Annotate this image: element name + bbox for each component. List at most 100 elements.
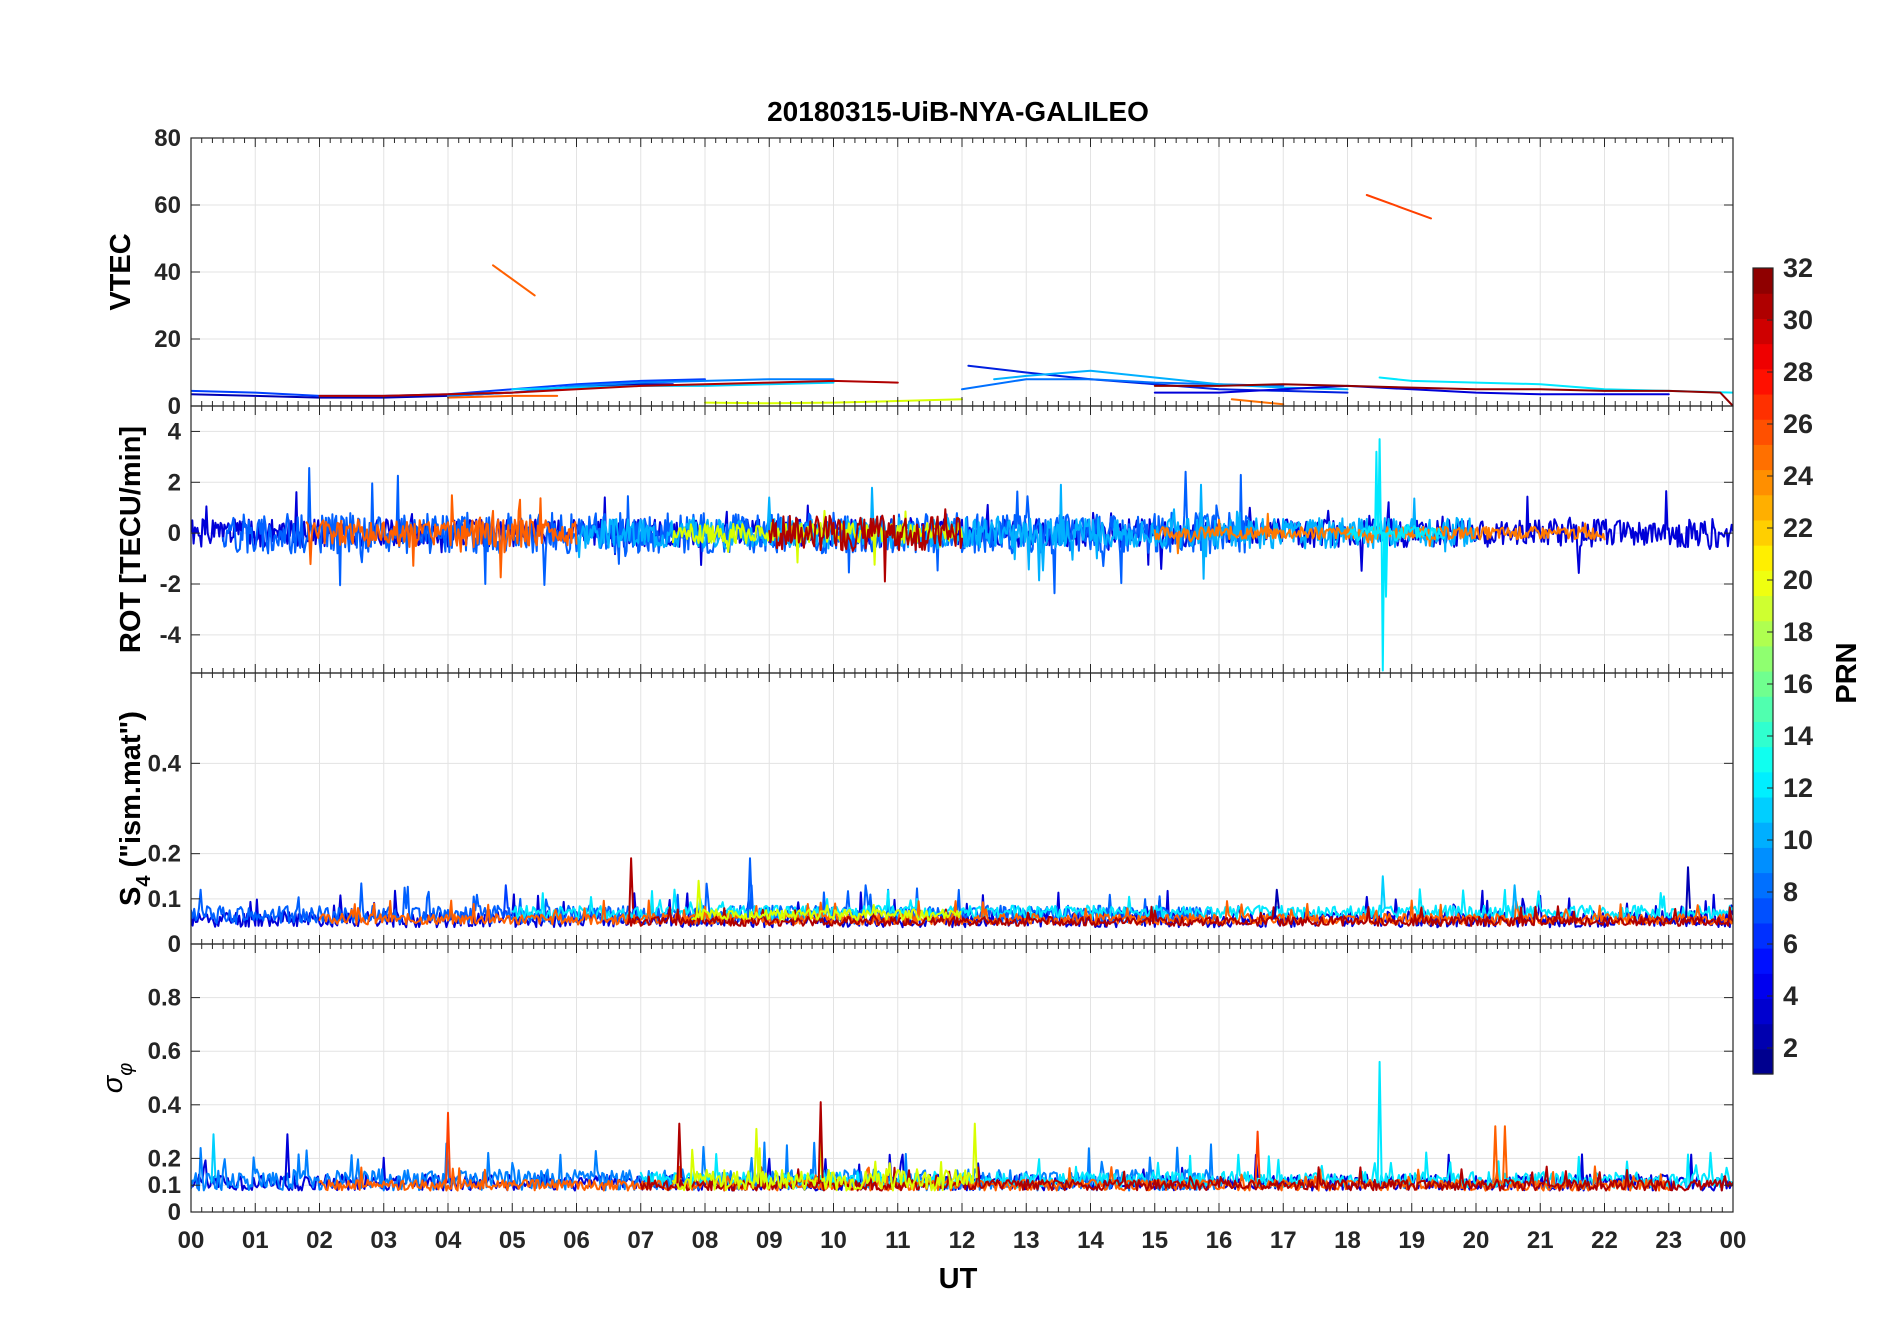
panel-vtec: 80 60 40 20 0 VTEC: [105, 125, 1734, 420]
colorbar: 32 30 28 26 24 22 20 18 16 14 12 10 8 6 4 2 PRN: [1752, 253, 1863, 1075]
colorbar-tick-label: 22: [1783, 513, 1813, 543]
colorbar-segment: [1753, 469, 1773, 496]
x-tick-label: 16: [1206, 1227, 1233, 1254]
sigma-y-tick-label: 0.1: [148, 1172, 181, 1199]
colorbar-segment: [1753, 746, 1773, 773]
s4-spike: [1685, 866, 1691, 918]
x-tick-label: 20: [1463, 1227, 1490, 1254]
colorbar-segment: [1753, 998, 1773, 1025]
colorbar-segment: [1753, 696, 1773, 722]
colorbar-tick-label: 20: [1783, 565, 1813, 595]
colorbar-tick-label: 6: [1783, 929, 1798, 959]
rot-series-prn-24: [1153, 512, 1606, 555]
vtec-series-prn-31: [1153, 383, 1733, 406]
x-tick-label: 22: [1591, 1227, 1618, 1254]
x-tick-label: 03: [370, 1227, 397, 1254]
colorbar-segment: [1753, 343, 1773, 370]
sigma-spike: [1492, 1125, 1499, 1184]
rot-y-tick-label: 0: [168, 520, 181, 547]
rot-y-tick-label: -4: [160, 622, 182, 649]
s4-y-label: S4 ("ism.mat"): [115, 711, 155, 906]
colorbar-segment: [1753, 822, 1773, 848]
colorbar-segment: [1753, 1023, 1773, 1050]
x-tick-label: 05: [499, 1227, 526, 1254]
x-tick-label: 18: [1334, 1227, 1361, 1254]
s4-spike: [628, 857, 634, 918]
vtec-y-label: VTEC: [105, 233, 137, 310]
x-tick-label: 07: [627, 1227, 654, 1254]
vtec-y-tick-label: 80: [154, 125, 181, 152]
s4-spike: [1273, 888, 1280, 918]
sigma-spike: [971, 1122, 978, 1184]
sigma-spike: [210, 1133, 217, 1184]
sigma-y-tick-label: 0: [168, 1199, 181, 1226]
colorbar-tick-label: 2: [1783, 1033, 1798, 1063]
vtec-y-tick-label: 60: [154, 192, 181, 219]
s4-series: [191, 857, 1733, 929]
vtec-series-prn-24: [1230, 398, 1285, 406]
colorbar-segment: [1753, 595, 1773, 622]
x-tick-label: 08: [692, 1227, 719, 1254]
s4-y-tick-label: 0.2: [148, 841, 181, 868]
sigma-spike: [445, 1111, 451, 1184]
s4-spike: [747, 857, 753, 918]
sigma-spike: [817, 1101, 824, 1184]
rot-y-label: ROT [TECU/min]: [115, 426, 147, 653]
s4-spike: [1511, 884, 1518, 918]
x-tick-label: 12: [949, 1227, 976, 1254]
panel-sigma: 0.8 0.6 0.4 0.20.10 σφ: [97, 943, 1734, 1226]
colorbar-segment: [1753, 922, 1773, 949]
colorbar-segment: [1753, 796, 1773, 823]
colorbar-segment: [1753, 872, 1773, 899]
x-tick-label: 00: [1720, 1227, 1747, 1254]
vtec-series-prn-26: [1365, 194, 1432, 220]
sigma-y-tick-label: 0.2: [148, 1145, 181, 1172]
colorbar-frame: [1752, 267, 1774, 1075]
sigma-spike: [1502, 1125, 1508, 1184]
vtec-y-tick-label: 40: [154, 259, 181, 286]
colorbar-tick-label: 10: [1783, 825, 1813, 855]
vtec-series-prn-25: [447, 394, 559, 399]
colorbar-segment: [1753, 318, 1773, 345]
rot-y-tick-label: 2: [168, 469, 181, 496]
sigma-y-tick-label: 0.6: [148, 1038, 181, 1065]
x-tick-label: 00: [178, 1227, 205, 1254]
colorbar-tick-label: 18: [1783, 617, 1813, 647]
colorbar-segment: [1753, 494, 1773, 521]
x-tick-label: 02: [306, 1227, 333, 1254]
vtec-series-prn-3: [1153, 384, 1670, 396]
colorbar-tick-label: 26: [1783, 409, 1813, 439]
sigma-series-prn-19: [671, 1141, 975, 1192]
colorbar-tick-label: 12: [1783, 773, 1813, 803]
colorbar-segment: [1753, 897, 1773, 924]
rot-series: [191, 438, 1733, 672]
sigma-spike: [284, 1133, 291, 1184]
x-tick-label: 13: [1013, 1227, 1040, 1254]
panel-rot: 4 2 0 -2 -4 ROT [TECU/min]: [115, 405, 1734, 674]
x-tick-label: 14: [1077, 1227, 1104, 1254]
colorbar-tick-label: 4: [1783, 981, 1798, 1011]
x-axis-label: UT: [939, 1263, 978, 1295]
colorbar-segment: [1753, 444, 1773, 471]
vtec-y-tick-label: 20: [154, 326, 181, 353]
sigma-spike: [676, 1122, 683, 1184]
sigma-spike: [1254, 1130, 1261, 1184]
s4-y-tick-label: 0.1: [148, 886, 181, 913]
x-tick-label: 19: [1398, 1227, 1425, 1254]
colorbar-segment: [1753, 973, 1773, 1000]
s4-y-tick-label: 0.4: [148, 750, 182, 777]
sigma-y-tick-label: 0.8: [148, 985, 181, 1012]
x-tick-label: 04: [435, 1227, 462, 1254]
s4-spike: [1379, 875, 1386, 918]
rot-series-prn-30: [768, 508, 963, 583]
rot-y-tick-label: 4: [168, 418, 182, 445]
colorbar-tick-label: 16: [1783, 669, 1813, 699]
colorbar-segment: [1753, 393, 1773, 420]
rot-series-prn-25: [305, 494, 578, 579]
colorbar-segment: [1753, 671, 1773, 697]
colorbar-segment: [1753, 948, 1773, 974]
colorbar-tick-label: 24: [1783, 461, 1813, 491]
rot-series-prn-19: [671, 509, 963, 566]
